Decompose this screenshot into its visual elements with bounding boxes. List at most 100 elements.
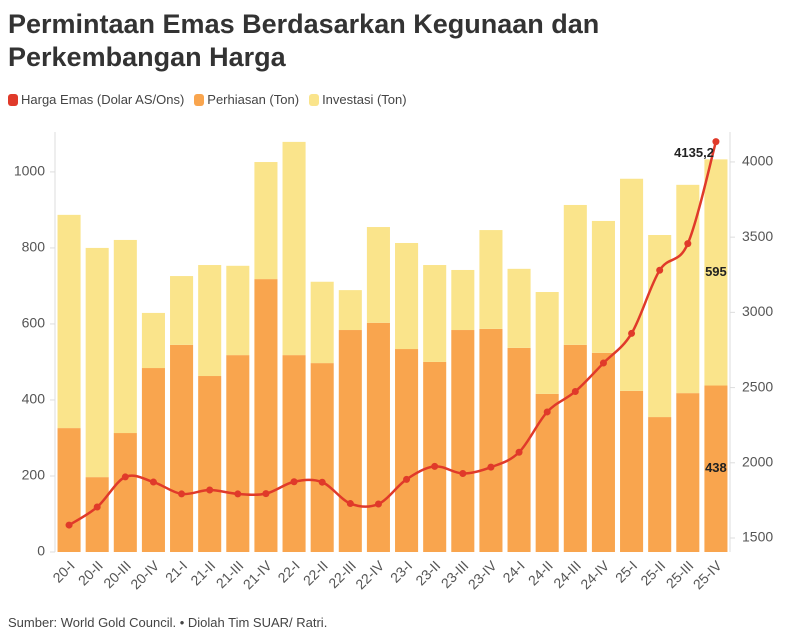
y2-tick-label: 2500: [742, 378, 773, 394]
bar-segment: [676, 184, 700, 394]
x-tick-label: 22-IV: [352, 557, 387, 592]
x-tick-label: 22-III: [325, 557, 359, 591]
x-tick-label: 21-I: [162, 557, 190, 585]
bar-segment: [338, 330, 362, 552]
bar-segment: [170, 276, 194, 345]
y2-tick-label: 1500: [742, 529, 773, 545]
bar-segment: [704, 159, 728, 386]
legend-label: Perhiasan (Ton): [207, 92, 300, 107]
x-tick-label: 23-IV: [465, 557, 500, 592]
price-point: [206, 486, 214, 494]
legend-label: Harga Emas (Dolar AS/Ons): [21, 92, 185, 107]
price-line: [68, 141, 718, 527]
legend-item: Perhiasan (Ton): [194, 92, 299, 107]
bar-segment: [620, 178, 644, 391]
chart-title: Permintaan Emas Berdasarkan Kegunaan dan…: [8, 9, 600, 72]
y-tick-label: 1000: [14, 163, 45, 179]
bar-segment: [648, 417, 672, 552]
price-point: [403, 475, 411, 483]
x-tick-label: 20-III: [100, 557, 134, 591]
bar-segment: [395, 242, 419, 350]
x-tick-label: 24-IV: [577, 557, 612, 592]
data-label: 4135,2: [674, 145, 714, 160]
x-tick-label: 25-III: [663, 557, 697, 591]
price-point: [571, 387, 579, 395]
legend-swatch: [8, 93, 18, 106]
bar-segment: [141, 312, 165, 369]
price-point: [656, 266, 664, 274]
bar-segment: [226, 265, 250, 356]
x-tick-label: 22-I: [274, 557, 302, 585]
bar-segment: [366, 322, 390, 552]
x-tick-label: 22-II: [300, 557, 331, 588]
y2-tick-label: 3000: [742, 303, 773, 319]
x-tick-label: 21-III: [213, 557, 247, 591]
bar-segment: [310, 363, 334, 552]
bar-segment: [451, 269, 475, 331]
price-point: [318, 478, 326, 486]
price-point: [149, 478, 157, 486]
x-tick-label: 25-I: [612, 557, 640, 585]
x-tick-label: 21-IV: [240, 557, 275, 592]
bar-segment: [282, 141, 306, 356]
legend-item: Harga Emas (Dolar AS/Ons): [8, 92, 184, 107]
price-point: [374, 500, 382, 508]
bar-segment: [254, 279, 278, 552]
legend-swatch: [194, 93, 205, 106]
bar-segment: [479, 328, 503, 552]
y-tick-label: 200: [22, 467, 46, 483]
x-tick-label: 23-II: [412, 557, 443, 588]
bar-segment: [338, 290, 362, 331]
price-point: [65, 521, 73, 529]
legend-label: Investasi (Ton): [322, 92, 407, 107]
bar-segment: [141, 368, 165, 552]
y2-tick-label: 4000: [742, 153, 773, 169]
price-point: [262, 490, 270, 498]
x-tick-label: 20-I: [49, 557, 77, 585]
bar-segment: [85, 477, 109, 552]
bar-segment: [676, 393, 700, 552]
data-label: 438: [705, 460, 727, 475]
x-tick-label: 21-II: [187, 557, 218, 588]
price-point: [178, 490, 186, 498]
x-tick-label: 24-III: [550, 557, 584, 591]
price-point: [93, 503, 101, 511]
x-tick-label: 23-I: [387, 557, 415, 585]
bar-segment: [366, 227, 390, 323]
bar-segment: [57, 428, 81, 552]
x-tick-label: 24-II: [525, 557, 556, 588]
price-point: [121, 473, 129, 481]
price-point: [290, 478, 298, 486]
bar-segment: [535, 292, 559, 394]
bar-segment: [170, 344, 194, 552]
price-point: [234, 490, 242, 498]
bar-segment: [113, 433, 137, 552]
source-note: Sumber: World Gold Council. • Diolah Tim…: [8, 615, 328, 630]
x-tick-label: 20-II: [75, 557, 106, 588]
bar-segment: [704, 385, 728, 552]
bar-segment: [620, 390, 644, 552]
bar-segment: [85, 247, 109, 478]
bar-segment: [591, 352, 615, 552]
legend-swatch: [309, 93, 320, 106]
bar-segment: [395, 349, 419, 552]
y2-tick-label: 2000: [742, 453, 773, 469]
x-tick-label: 23-III: [438, 557, 472, 591]
price-point: [543, 408, 551, 416]
bar-segment: [254, 162, 278, 280]
y-tick-label: 600: [22, 315, 46, 331]
bar-segment: [451, 330, 475, 552]
bar-segment: [507, 268, 531, 348]
bar-segment: [198, 265, 222, 377]
y-tick-label: 800: [22, 239, 46, 255]
bar-segment: [423, 361, 447, 552]
y2-tick-label: 3500: [742, 228, 773, 244]
bar-segment: [282, 355, 306, 552]
bar-segment: [57, 214, 81, 429]
data-label: 595: [705, 264, 727, 279]
price-point: [684, 240, 692, 248]
x-tick-label: 20-IV: [127, 557, 162, 592]
legend: Harga Emas (Dolar AS/Ons) Perhiasan (Ton)…: [8, 92, 407, 107]
